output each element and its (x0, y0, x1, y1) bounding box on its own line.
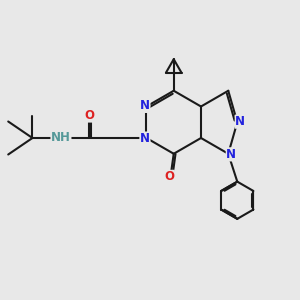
Text: O: O (164, 170, 174, 183)
Text: N: N (226, 148, 236, 161)
Text: O: O (84, 109, 94, 122)
Text: N: N (140, 132, 150, 145)
Text: N: N (235, 115, 245, 128)
Text: N: N (140, 99, 150, 112)
Text: NH: NH (51, 131, 71, 144)
